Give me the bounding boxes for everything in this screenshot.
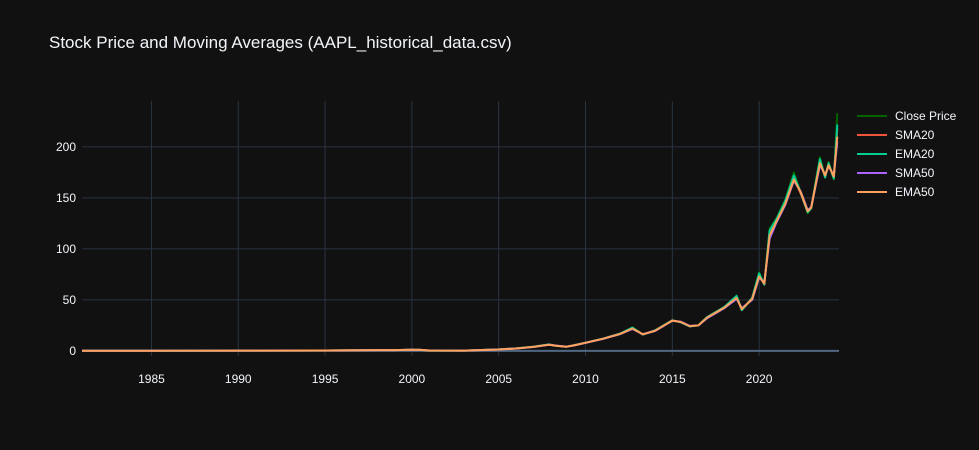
legend-swatch — [857, 171, 887, 174]
legend-label: EMA50 — [895, 184, 935, 199]
axes: 1985 1990 1995 2000 2005 2010 2015 2020 0 50 100 15… — [56, 140, 773, 386]
legend-label: SMA50 — [895, 165, 935, 180]
legend-item-sma50[interactable]: SMA50 — [857, 163, 956, 182]
legend-swatch — [857, 152, 887, 155]
legend: Close Price SMA20 EMA20 SMA50 EMA50 — [857, 106, 956, 201]
legend-item-close-price[interactable]: Close Price — [857, 106, 956, 125]
series-line-close-price[interactable] — [82, 113, 839, 352]
x-tick-label: 2010 — [572, 372, 599, 386]
y-tick-label: 200 — [56, 140, 76, 154]
y-tick-label: 150 — [56, 191, 76, 205]
series-line-sma20[interactable] — [82, 128, 839, 352]
series-line-ema20[interactable] — [82, 124, 839, 352]
x-tick-label: 2000 — [399, 372, 426, 386]
legend-item-sma20[interactable]: SMA20 — [857, 125, 956, 144]
y-tick-label: 100 — [56, 242, 76, 256]
legend-swatch — [857, 133, 887, 136]
x-tick-label: 1995 — [312, 372, 339, 386]
x-tick-label: 1985 — [138, 372, 165, 386]
legend-label: Close Price — [895, 108, 957, 123]
x-tick-label: 1990 — [225, 372, 252, 386]
legend-swatch — [857, 114, 887, 117]
y-tick-label: 0 — [69, 344, 76, 358]
legend-label: SMA20 — [895, 127, 935, 142]
series-line-sma50[interactable] — [82, 141, 839, 352]
y-tick-label: 50 — [63, 293, 77, 307]
chart-title: Stock Price and Moving Averages (AAPL_hi… — [49, 33, 512, 52]
grid — [82, 101, 839, 356]
legend-item-ema50[interactable]: EMA50 — [857, 182, 956, 201]
x-tick-label: 2005 — [485, 372, 512, 386]
x-tick-label: 2020 — [746, 372, 773, 386]
series-lines[interactable] — [82, 113, 839, 352]
x-tick-label: 2015 — [659, 372, 686, 386]
series-line-ema50[interactable] — [82, 136, 839, 352]
legend-label: EMA20 — [895, 146, 935, 161]
legend-swatch — [857, 190, 887, 193]
legend-item-ema20[interactable]: EMA20 — [857, 144, 956, 163]
